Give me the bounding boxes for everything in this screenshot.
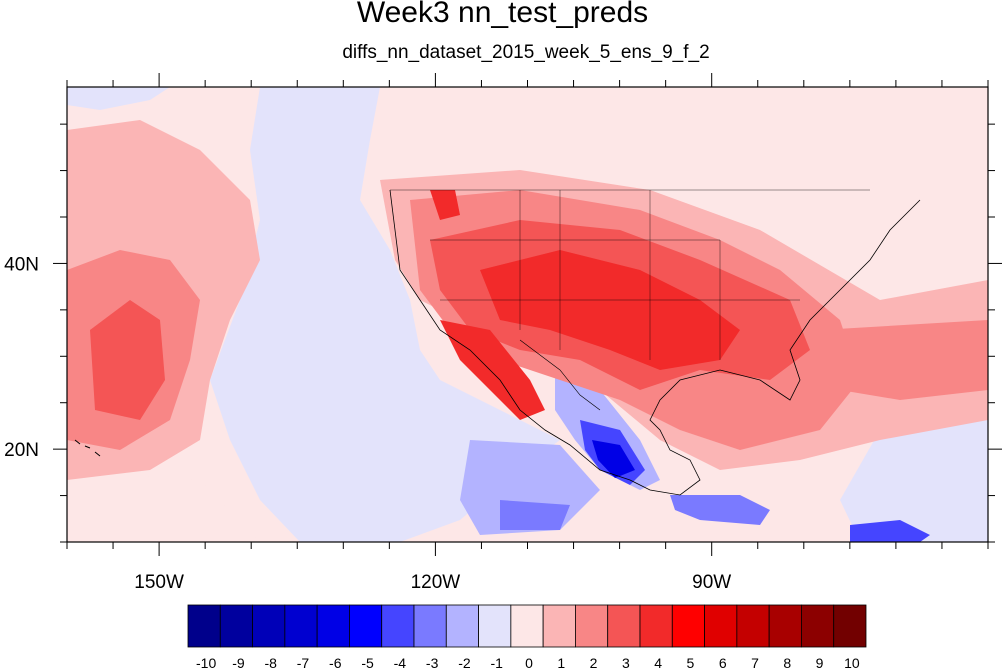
lat-tick-label: 40N bbox=[4, 254, 39, 275]
neg-region-tropics-core bbox=[500, 500, 570, 530]
colorbar-label: 10 bbox=[844, 655, 860, 671]
colorbar-swatch bbox=[671, 604, 705, 648]
colorbar-swatch bbox=[736, 604, 770, 648]
map-subtitle: diffs_nn_dataset_2015_week_5_ens_9_f_2 bbox=[342, 42, 710, 63]
neg-region-caribbean bbox=[850, 520, 930, 542]
colorbar-swatch bbox=[542, 604, 576, 648]
pos-region-pacific-core bbox=[90, 300, 165, 420]
colorbar: -10 -9 -8 -7 -6 -5 -4 -3 -2 -1 0 1 2 3 4 5 6 7 8 9 10 bbox=[187, 604, 867, 671]
map-field bbox=[67, 87, 988, 542]
tick-marks bbox=[53, 73, 1002, 556]
colorbar-swatch bbox=[801, 604, 835, 648]
colorbar-label: 2 bbox=[590, 655, 598, 671]
colorbar-label: -2 bbox=[458, 655, 471, 671]
neg-region-mexico-core bbox=[592, 440, 635, 478]
colorbar-label: 1 bbox=[557, 655, 565, 671]
colorbar-label: -9 bbox=[232, 655, 245, 671]
lon-tick-label: 90W bbox=[692, 572, 731, 593]
lat-tick-label: 20N bbox=[4, 440, 39, 461]
colorbar-label: -10 bbox=[196, 655, 216, 671]
hawaii bbox=[74, 439, 101, 457]
colorbar-label: -6 bbox=[329, 655, 342, 671]
colorbar-swatch bbox=[316, 604, 350, 648]
colorbar-swatch bbox=[478, 604, 512, 648]
colorbar-label: 8 bbox=[783, 655, 791, 671]
neg-region-se bbox=[840, 420, 988, 542]
coastline bbox=[389, 189, 921, 496]
colorbar-label: -7 bbox=[297, 655, 310, 671]
colorbar-swatch bbox=[704, 604, 738, 648]
colorbar-swatch bbox=[284, 604, 318, 648]
colorbar-swatch bbox=[575, 604, 609, 648]
colorbar-label: 6 bbox=[719, 655, 727, 671]
colorbar-swatch bbox=[349, 604, 383, 648]
colorbar-swatch bbox=[445, 604, 479, 648]
colorbar-swatch bbox=[413, 604, 447, 648]
lon-tick-label: 120W bbox=[411, 572, 461, 593]
colorbar-swatch bbox=[510, 604, 544, 648]
colorbar-swatch bbox=[639, 604, 673, 648]
pos-region-us-core bbox=[480, 250, 740, 370]
colorbar-label: 5 bbox=[687, 655, 695, 671]
colorbar-label: -4 bbox=[394, 655, 407, 671]
pos-region-sw bbox=[67, 470, 260, 542]
neg-region-nw bbox=[67, 87, 170, 110]
colorbar-label: -8 bbox=[264, 655, 277, 671]
colorbar-swatch bbox=[768, 604, 802, 648]
tick-labels: 150W 120W 90W 40N 20N bbox=[4, 254, 731, 593]
colorbar-swatch bbox=[219, 604, 253, 648]
colorbar-swatch bbox=[252, 604, 286, 648]
colorbar-swatch bbox=[381, 604, 415, 648]
pos-region-pnw-spot bbox=[430, 190, 460, 220]
colorbar-label: 9 bbox=[816, 655, 824, 671]
colorbar-label: 3 bbox=[622, 655, 630, 671]
colorbar-swatch bbox=[607, 604, 641, 648]
pos-region-baja bbox=[440, 320, 545, 420]
colorbar-label: 4 bbox=[654, 655, 662, 671]
map-title: Week3 nn_test_preds bbox=[356, 0, 649, 29]
colorbar-label: -3 bbox=[426, 655, 439, 671]
pos-region-atlantic bbox=[820, 320, 988, 400]
colorbar-label: -5 bbox=[361, 655, 374, 671]
colorbar-swatch bbox=[833, 604, 867, 648]
neg-region-pacific bbox=[210, 87, 560, 542]
state-borders bbox=[390, 189, 870, 360]
colorbar-label: -1 bbox=[490, 655, 503, 671]
colorbar-label: 7 bbox=[751, 655, 759, 671]
neg-region-central-america bbox=[670, 495, 770, 525]
colorbar-label: 0 bbox=[525, 655, 533, 671]
colorbar-swatch bbox=[187, 604, 221, 648]
baja-coast bbox=[519, 339, 601, 411]
lon-tick-label: 150W bbox=[134, 572, 184, 593]
